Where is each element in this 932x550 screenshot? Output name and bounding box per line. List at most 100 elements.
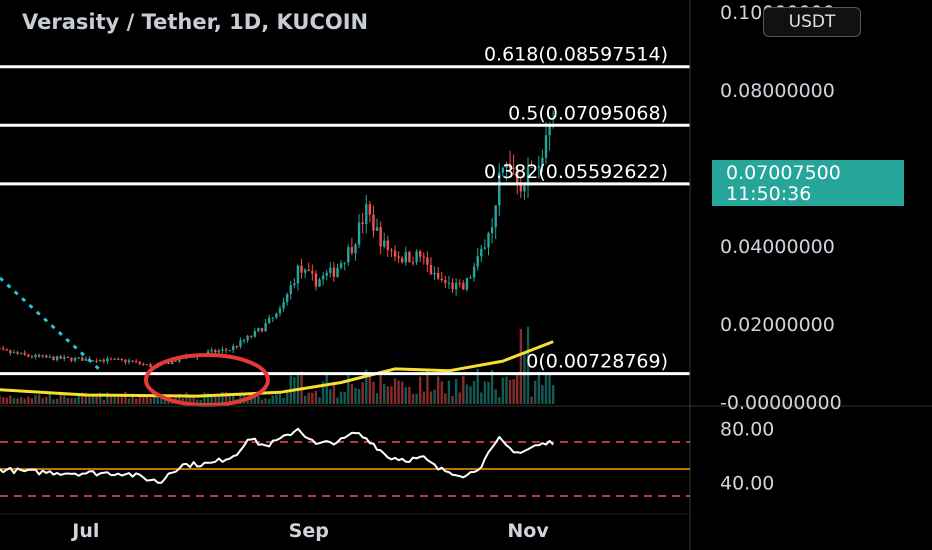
candle-body[interactable] — [332, 267, 336, 277]
candle-body[interactable] — [411, 262, 415, 264]
candle-body[interactable] — [124, 359, 127, 363]
candle-body[interactable] — [519, 182, 523, 192]
candle-body[interactable] — [167, 362, 170, 365]
currency-button[interactable]: USDT — [763, 7, 861, 37]
candle-body[interactable] — [102, 359, 106, 362]
candle-body[interactable] — [149, 364, 152, 368]
candle-body[interactable] — [318, 279, 321, 287]
candle-body[interactable] — [544, 135, 548, 158]
candle-body[interactable] — [303, 269, 307, 273]
candle-body[interactable] — [81, 357, 84, 361]
candle-body[interactable] — [368, 204, 372, 215]
candle-body[interactable] — [95, 360, 98, 362]
candle-body[interactable] — [293, 283, 296, 286]
candle-body[interactable] — [408, 252, 411, 263]
candle-body[interactable] — [307, 269, 310, 272]
candle-body[interactable] — [109, 358, 113, 360]
candle-body[interactable] — [350, 247, 354, 254]
candle-body[interactable] — [537, 166, 541, 168]
candle-body[interactable] — [339, 263, 343, 268]
candle-body[interactable] — [512, 168, 515, 170]
candle-body[interactable] — [217, 350, 221, 353]
candle-body[interactable] — [246, 335, 249, 341]
candle-body[interactable] — [523, 185, 526, 192]
candle-body[interactable] — [120, 359, 123, 361]
candle-body[interactable] — [134, 361, 138, 363]
candle-body[interactable] — [440, 278, 443, 281]
candle-body[interactable] — [490, 227, 494, 234]
candle-body[interactable] — [534, 167, 537, 169]
candle-body[interactable] — [343, 262, 346, 264]
candle-body[interactable] — [27, 354, 30, 357]
candle-body[interactable] — [12, 352, 16, 354]
candle-body[interactable] — [228, 350, 231, 352]
candle-body[interactable] — [329, 267, 332, 273]
candle-body[interactable] — [429, 264, 433, 275]
candle-body[interactable] — [296, 265, 300, 284]
candle-body[interactable] — [55, 356, 59, 361]
candle-body[interactable] — [0, 347, 1, 349]
candle-body[interactable] — [242, 340, 246, 342]
candle-body[interactable] — [224, 349, 228, 351]
candle-body[interactable] — [99, 359, 102, 362]
candle-body[interactable] — [476, 256, 479, 267]
candle-body[interactable] — [174, 360, 177, 362]
candle-body[interactable] — [462, 283, 465, 290]
candle-body[interactable] — [415, 251, 418, 263]
candle-body[interactable] — [48, 356, 52, 358]
candle-body[interactable] — [77, 357, 80, 359]
candle-body[interactable] — [530, 166, 533, 169]
candle-body[interactable] — [433, 272, 436, 275]
candle-body[interactable] — [260, 328, 264, 332]
candle-body[interactable] — [41, 355, 44, 357]
annotation-circle[interactable] — [144, 353, 270, 407]
candle-body[interactable] — [393, 250, 397, 257]
candle-body[interactable] — [447, 282, 451, 284]
candle-body[interactable] — [91, 360, 95, 362]
candle-body[interactable] — [45, 355, 48, 358]
candle-body[interactable] — [383, 240, 386, 247]
candle-body[interactable] — [235, 346, 239, 348]
candle-body[interactable] — [113, 358, 116, 360]
candle-body[interactable] — [275, 313, 278, 318]
candle-body[interactable] — [282, 301, 285, 309]
candle-body[interactable] — [73, 357, 77, 361]
downtrend-line[interactable] — [0, 276, 102, 372]
candle-body[interactable] — [483, 247, 487, 249]
candle-body[interactable] — [30, 356, 34, 358]
candle-body[interactable] — [117, 358, 120, 360]
candle-body[interactable] — [37, 354, 41, 357]
candle-body[interactable] — [250, 335, 253, 337]
candle-body[interactable] — [498, 172, 501, 206]
candle-body[interactable] — [221, 349, 224, 351]
candle-body[interactable] — [300, 265, 303, 273]
candle-body[interactable] — [361, 222, 364, 224]
candle-body[interactable] — [401, 257, 404, 263]
candle-body[interactable] — [289, 285, 292, 294]
candle-body[interactable] — [16, 352, 19, 354]
candle-body[interactable] — [70, 357, 73, 361]
candle-body[interactable] — [206, 351, 210, 354]
candle-body[interactable] — [59, 356, 62, 359]
candle-body[interactable] — [390, 250, 393, 252]
candle-body[interactable] — [106, 358, 109, 362]
candle-body[interactable] — [5, 349, 8, 351]
candle-body[interactable] — [375, 227, 379, 231]
candle-body[interactable] — [465, 278, 469, 290]
candle-body[interactable] — [494, 205, 497, 228]
candle-body[interactable] — [472, 266, 476, 278]
candle-body[interactable] — [505, 163, 508, 168]
candle-body[interactable] — [66, 357, 70, 359]
candle-body[interactable] — [372, 214, 375, 231]
candle-body[interactable] — [516, 168, 519, 183]
candle-body[interactable] — [444, 280, 447, 283]
candle-body[interactable] — [436, 272, 440, 279]
candle-body[interactable] — [386, 240, 390, 251]
candle-body[interactable] — [426, 257, 429, 265]
candle-body[interactable] — [336, 267, 339, 277]
candle-body[interactable] — [404, 252, 408, 263]
candle-body[interactable] — [454, 282, 458, 290]
candle-body[interactable] — [145, 364, 149, 366]
candle-body[interactable] — [314, 273, 318, 287]
